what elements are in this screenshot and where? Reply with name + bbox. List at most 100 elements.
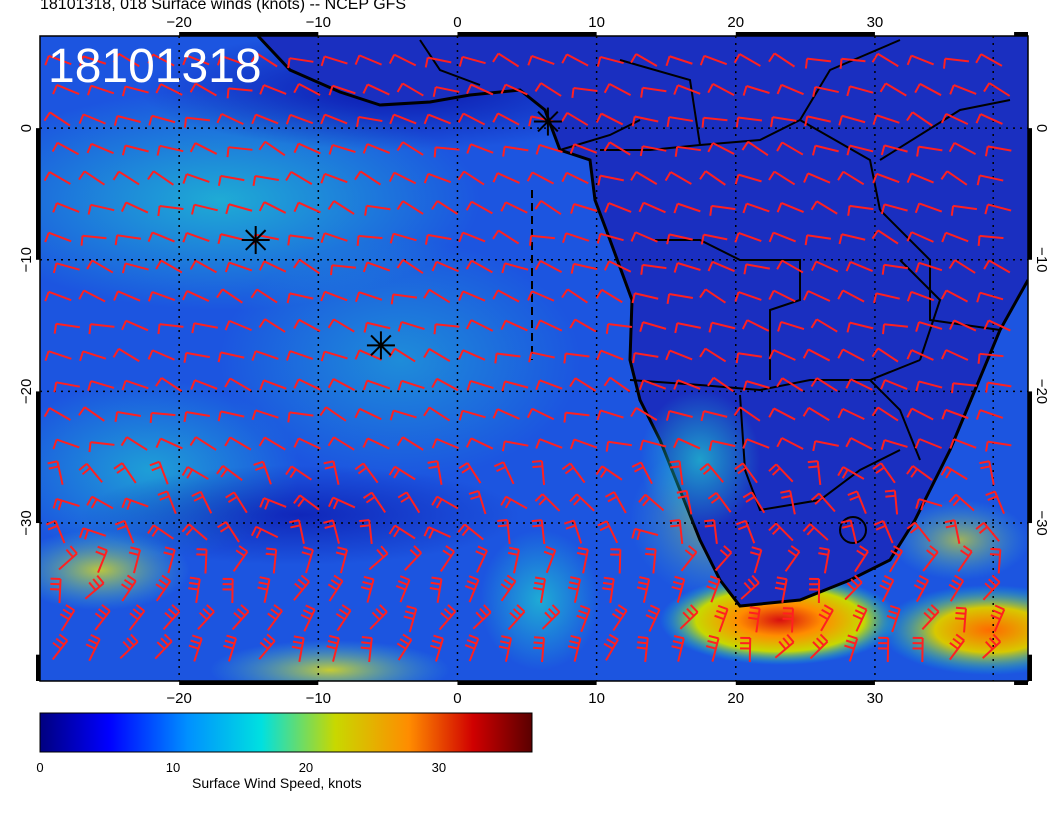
wind-barb — [915, 261, 943, 273]
colorbar-tick-label: 30 — [432, 760, 446, 775]
wind-barb — [217, 174, 245, 186]
wind-barb — [676, 489, 693, 515]
wind-barb — [360, 575, 375, 603]
wind-barb — [285, 350, 314, 361]
wind-barb — [156, 144, 184, 156]
wind-barb — [396, 436, 424, 451]
wind-barb — [396, 141, 424, 156]
wind-barb — [597, 520, 619, 544]
wind-barb — [423, 172, 452, 184]
wind-barb — [293, 318, 321, 333]
wind-barb — [121, 85, 149, 97]
wind-barb — [705, 634, 720, 662]
left-axis-bar — [36, 391, 40, 524]
wind-barb — [149, 460, 169, 485]
wind-barb — [197, 604, 215, 631]
wind-barb — [846, 144, 874, 156]
wind-barb — [189, 436, 217, 451]
wind-barb — [596, 55, 624, 67]
wind-barb — [87, 203, 115, 215]
wind-barb — [502, 145, 529, 157]
wind-barb — [881, 263, 909, 275]
wind-barb — [120, 574, 137, 602]
wind-barb — [232, 545, 249, 572]
wind-barb — [845, 378, 873, 391]
lon-tick-bottom: −10 — [306, 690, 331, 707]
wind-barb — [743, 263, 770, 275]
wind-barb — [335, 546, 349, 574]
wind-barb — [707, 82, 735, 97]
wind-barb — [603, 141, 631, 156]
wind-barb — [674, 145, 702, 157]
wind-barb — [188, 634, 203, 662]
wind-barb — [155, 574, 172, 602]
wind-barb — [114, 410, 141, 422]
wind-barb — [906, 231, 934, 243]
wind-barb — [500, 319, 528, 332]
top-axis-bar — [179, 32, 319, 36]
wind-barb — [706, 575, 721, 603]
wind-barb — [837, 466, 865, 480]
wind-barb — [596, 349, 624, 361]
wind-barb — [319, 406, 347, 422]
wind-barb — [293, 378, 321, 391]
wind-barb — [982, 633, 1002, 659]
wind-barb — [569, 143, 598, 154]
wind-barb — [224, 436, 252, 451]
wind-barb — [567, 634, 582, 662]
wind-barb — [458, 462, 482, 484]
wind-barb — [225, 491, 248, 514]
wind-barb — [431, 260, 459, 273]
wind-barb — [818, 546, 831, 574]
wind-barb — [492, 229, 520, 245]
wind-barb — [189, 259, 217, 274]
wind-barb — [427, 460, 443, 485]
wind-barb — [85, 633, 101, 662]
right-axis-bar — [1028, 128, 1032, 260]
wind-barb — [948, 574, 965, 602]
wind-barb — [114, 519, 135, 544]
wind-barb — [941, 231, 969, 243]
wind-barb — [253, 460, 272, 485]
wind-barb — [458, 409, 486, 421]
wind-barb — [768, 463, 794, 483]
wind-barb — [86, 142, 114, 155]
wind-barb — [630, 53, 658, 67]
wind-barb — [320, 113, 348, 125]
wind-barb — [735, 116, 763, 128]
wind-barb — [872, 114, 900, 126]
wind-barb — [569, 493, 595, 512]
bottom-axis-bar — [457, 681, 597, 685]
wind-barb — [636, 635, 649, 663]
wind-barb — [807, 460, 822, 486]
wind-barb — [128, 546, 142, 574]
wind-barb — [501, 262, 529, 274]
wind-barb — [610, 548, 622, 574]
wind-barb — [121, 497, 149, 510]
storm-marker-2 — [241, 226, 270, 255]
wind-barb — [596, 409, 624, 421]
wind-barb — [671, 634, 685, 662]
wind-barb — [431, 495, 459, 510]
wind-barb — [128, 604, 146, 631]
wind-barb — [845, 437, 873, 450]
wind-barb — [147, 524, 174, 540]
right-axis-bar — [1028, 391, 1032, 524]
wind-barb — [404, 545, 422, 571]
wind-barb — [784, 545, 801, 572]
wind-barb — [985, 381, 1012, 393]
wind-barb — [840, 519, 858, 544]
wind-barb — [533, 576, 546, 604]
wind-barb — [818, 604, 834, 632]
wind-barb — [776, 259, 804, 274]
wind-barb — [217, 233, 245, 245]
wind-barb — [531, 460, 546, 486]
wind-barb — [638, 379, 667, 391]
coastline — [256, 36, 1028, 608]
wind-barb — [913, 574, 930, 603]
wind-barb — [389, 113, 417, 125]
wind-barb — [561, 111, 589, 127]
wind-barb — [293, 258, 320, 275]
wind-barb — [567, 576, 582, 603]
wind-barb — [501, 440, 529, 452]
